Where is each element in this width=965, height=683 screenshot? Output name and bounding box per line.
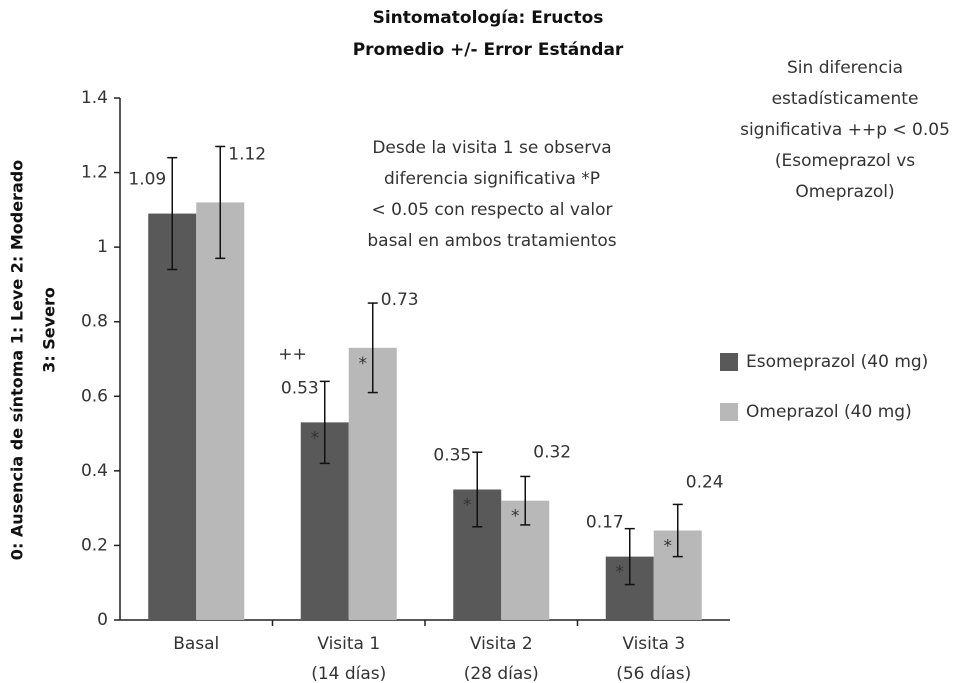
value-label: 0.32 (533, 443, 571, 463)
marker: * (664, 537, 673, 557)
annotation: Desde la visita 1 se observa (372, 138, 611, 158)
bar (196, 202, 245, 620)
annotation: estadísticamente (772, 89, 919, 109)
legend-swatch (720, 403, 738, 421)
y-tick-label: 0.6 (81, 386, 108, 406)
value-label: 0.35 (433, 446, 471, 466)
annotation: (Esomeprazol vs (775, 151, 915, 171)
value-label: 0.73 (381, 290, 419, 310)
legend-swatch (720, 353, 738, 371)
annotation: < 0.05 con respecto al valor (372, 200, 613, 220)
y-axis-label: 0: Ausencia de síntoma 1: Leve 2: Modera… (8, 160, 27, 560)
x-tick-label: Visita 1 (14 días) (311, 634, 386, 683)
legend-label: Esomeprazol (40 mg) (746, 352, 928, 372)
y-axis-label: 3: Severo (40, 287, 59, 373)
annotation: Omeprazol) (795, 182, 894, 202)
x-tick-label: Visita 3 (56 días) (616, 634, 691, 683)
marker: ++ (278, 344, 307, 364)
y-tick-label: 1.4 (81, 88, 108, 108)
x-tick-label: Basal (173, 634, 219, 654)
value-label: 1.12 (228, 144, 266, 164)
y-tick-label: 0 (97, 610, 108, 630)
value-label: 0.24 (686, 473, 724, 493)
annotation: basal en ambos tratamientos (367, 231, 616, 251)
annotation: significativa ++p < 0.05 (740, 120, 950, 140)
y-tick-label: 1.2 (81, 163, 108, 183)
marker: * (616, 563, 625, 583)
bar (148, 213, 197, 621)
marker: * (463, 496, 472, 516)
y-tick-label: 1 (97, 237, 108, 257)
annotation: Sin diferencia (787, 58, 903, 78)
chart-title: Sintomatología: Eructos (373, 8, 604, 28)
legend-label: Omeprazol (40 mg) (746, 402, 912, 422)
value-label: 1.09 (128, 170, 166, 190)
marker: * (511, 507, 520, 527)
x-tick-label: Visita 2 (28 días) (464, 634, 539, 683)
marker: * (359, 354, 368, 374)
y-tick-label: 0.2 (81, 535, 108, 555)
value-label: 0.17 (586, 513, 624, 533)
annotation: diferencia significativa *P (384, 169, 600, 189)
value-label: 0.53 (281, 378, 319, 398)
y-tick-label: 0.8 (81, 312, 108, 332)
y-tick-label: 0.4 (81, 461, 108, 481)
marker: * (311, 428, 320, 448)
chart-subtitle: Promedio +/- Error Estándar (353, 40, 624, 60)
